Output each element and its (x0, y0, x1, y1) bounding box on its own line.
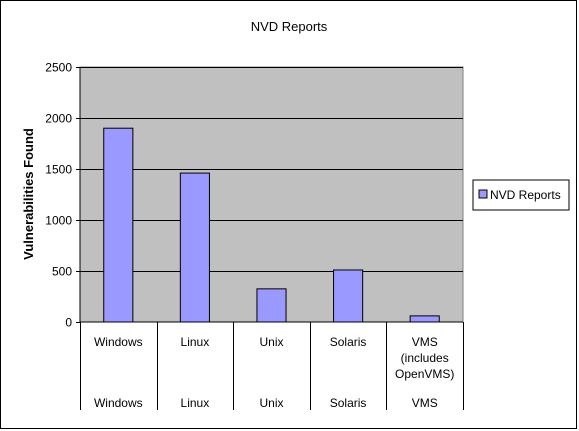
bars (103, 127, 440, 323)
bar-vms (409, 315, 440, 323)
category-label-bottom: Windows (94, 396, 143, 410)
category-label-bottom: Unix (259, 396, 283, 410)
y-tick-label: 1500 (45, 163, 72, 177)
y-axis-label: Vulnerabilities Found (21, 128, 36, 260)
grid-lines (80, 67, 463, 272)
category-label-top: Unix (259, 335, 283, 349)
plot-area (79, 66, 464, 323)
bar-unix (256, 288, 287, 323)
legend: NVD Reports (472, 179, 570, 211)
legend-box (472, 179, 570, 211)
category-label-top: Windows (94, 335, 143, 349)
legend-swatch (478, 189, 488, 199)
category-label-top: OpenVMS) (395, 367, 454, 381)
y-tick-label: 500 (52, 265, 72, 279)
chart-title: NVD Reports (251, 19, 328, 34)
bar-linux (179, 172, 210, 323)
category-label-bottom: Solaris (330, 396, 367, 410)
y-tick-label: 1000 (45, 214, 72, 228)
category-label-bottom: VMS (412, 396, 438, 410)
y-tick-label: 0 (65, 316, 72, 330)
legend-label: NVD Reports (490, 188, 561, 202)
y-tick-label: 2000 (45, 112, 72, 126)
bar-solaris (333, 269, 364, 323)
category-label-top: Linux (181, 335, 210, 349)
category-label-top: Solaris (330, 335, 367, 349)
category-label-top: (includes (401, 351, 449, 365)
category-label-bottom: Linux (181, 396, 210, 410)
category-label-table: Windows Linux Unix Solaris VMS (includes OpenV… (80, 321, 464, 410)
y-tick-label: 2500 (45, 61, 72, 75)
category-label-top: VMS (412, 335, 438, 349)
bar-windows (103, 127, 134, 323)
y-axis-ticks: 0 500 1000 1500 2000 2500 (45, 61, 80, 330)
